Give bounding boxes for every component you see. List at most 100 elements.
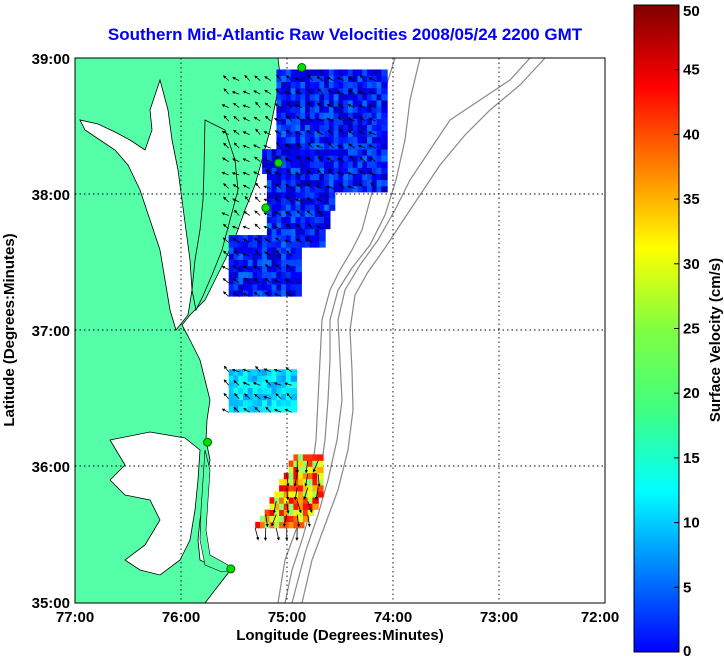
velocity-cell (266, 375, 274, 382)
velocity-arrow (326, 185, 334, 189)
velocity-cell (293, 460, 300, 467)
velocity-arrow (337, 158, 345, 162)
velocity-cell (290, 149, 298, 156)
velocity-cell (257, 259, 264, 266)
velocity-cell (357, 75, 364, 82)
velocity-cell (333, 100, 340, 107)
velocity-cell (271, 149, 278, 156)
velocity-cell (266, 259, 274, 266)
velocity-cell (266, 179, 274, 187)
velocity-arrow (272, 501, 277, 514)
velocity-cell (376, 112, 383, 119)
velocity-arrow (274, 130, 282, 135)
velocity-cell (305, 130, 312, 138)
velocity-cell (314, 118, 321, 125)
velocity-cell (281, 118, 288, 125)
velocity-cell (295, 241, 302, 248)
velocity-arrow (232, 198, 240, 203)
velocity-cell (367, 161, 374, 168)
velocity-cell (271, 198, 278, 205)
velocity-cell (371, 161, 379, 168)
velocity-cell (338, 173, 345, 181)
velocity-arrow (337, 103, 345, 108)
velocity-cell (281, 228, 288, 236)
velocity-cell (276, 69, 283, 76)
velocity-cell (290, 81, 298, 89)
velocity-cell (290, 284, 298, 291)
velocity-arrow (286, 75, 292, 81)
velocity-arrow (253, 90, 261, 95)
velocity-cell (276, 124, 283, 132)
velocity-arrow (307, 514, 311, 528)
velocity-cell (333, 69, 340, 76)
velocity-cell (305, 81, 312, 89)
velocity-cell (276, 228, 283, 236)
colorbar: 0 5 10 15 20 25 30 35 40 45 50 Surface Velocity (c… (633, 3, 724, 659)
velocity-cell (269, 509, 276, 516)
velocity-arrow (263, 225, 271, 230)
velocity-cell (352, 137, 360, 144)
velocity-cell (243, 247, 250, 254)
chesapeake-bay (79, 78, 193, 331)
velocity-cell (252, 253, 259, 260)
velocity-cell (319, 192, 326, 199)
velocity-arrow (273, 408, 282, 413)
velocity-cell (300, 179, 307, 187)
velocity-cell (285, 406, 293, 413)
velocity-arrow (295, 238, 303, 243)
velocity-cell (302, 515, 310, 523)
velocity-cell (357, 173, 364, 181)
velocity-cell (319, 161, 326, 168)
colorbar-tick-label: 5 (683, 579, 691, 596)
velocity-cell (376, 87, 383, 95)
colorbar-gradient (633, 4, 680, 653)
velocity-cell (266, 387, 274, 395)
velocity-arrow (306, 116, 313, 122)
velocity-cell (285, 284, 293, 291)
velocity-cell (276, 186, 283, 193)
velocity-cell (362, 143, 369, 150)
velocity-cell (357, 112, 364, 119)
velocity-arrow (233, 250, 240, 257)
velocity-cell (290, 271, 298, 279)
velocity-arrow (242, 131, 250, 135)
velocity-cell (290, 198, 298, 205)
velocity-cell (371, 100, 379, 107)
velocity-arrow (265, 406, 271, 413)
velocity-cell (257, 381, 264, 388)
velocity-cell (260, 521, 267, 529)
velocity-arrow (222, 157, 229, 162)
velocity-arrow (296, 183, 303, 189)
velocity-cell (352, 149, 360, 156)
velocity-cell (367, 118, 374, 125)
velocity-cell (300, 149, 307, 156)
velocity-cell (307, 478, 315, 486)
velocity-cell (381, 137, 388, 144)
velocity-cell (324, 192, 331, 199)
velocity-cell (290, 106, 298, 113)
velocity-cell (290, 216, 298, 224)
velocity-cell (228, 265, 236, 273)
velocity-cell (228, 393, 236, 401)
velocity-arrow (359, 156, 366, 162)
velocity-cell (285, 94, 293, 101)
velocity-cell (371, 186, 379, 193)
velocity-arrow (221, 104, 229, 108)
velocity-cell (367, 149, 374, 156)
velocity-arrow (221, 212, 229, 216)
velocity-arrow (254, 75, 261, 81)
velocity-cell (288, 485, 295, 492)
velocity-cell (302, 485, 310, 492)
velocity-arrow (347, 104, 355, 108)
velocity-cell (319, 216, 326, 224)
velocity-arrow (347, 77, 355, 81)
velocity-cell (376, 173, 383, 181)
velocity-arrow (264, 291, 271, 297)
velocity-cell (238, 284, 245, 291)
velocity-arrow (284, 158, 292, 162)
velocity-cell (352, 69, 360, 76)
velocity-cell (257, 247, 264, 254)
velocity-arrow (254, 156, 261, 162)
velocity-cell (252, 241, 259, 248)
velocity-cell (317, 485, 324, 492)
